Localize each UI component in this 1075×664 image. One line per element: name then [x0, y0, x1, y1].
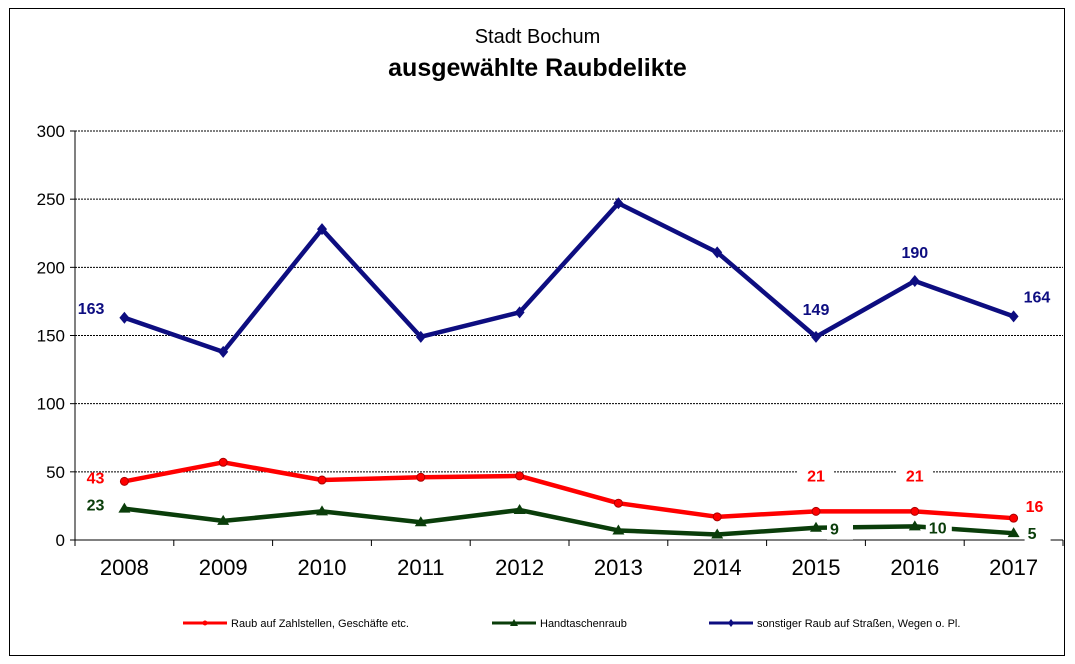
data-point	[711, 528, 724, 539]
data-point	[1008, 310, 1019, 323]
data-label: 9	[830, 522, 839, 539]
x-tick-label: 2009	[199, 555, 248, 580]
data-point	[1009, 513, 1019, 523]
series-line	[124, 506, 1014, 537]
data-point	[118, 502, 131, 513]
x-tick-label: 2017	[989, 555, 1038, 580]
y-tick-label: 50	[46, 463, 65, 482]
data-label: 21	[807, 468, 825, 485]
legend-label: sonstiger Raub auf Straßen, Wegen o. Pl.	[757, 618, 960, 630]
x-tick-label: 2015	[792, 555, 841, 580]
series-line	[123, 201, 1015, 355]
data-point	[811, 506, 821, 516]
y-tick-label: 200	[37, 258, 65, 277]
chart-title: Stadt Bochum	[474, 26, 601, 48]
data-point	[908, 520, 921, 531]
data-point	[712, 246, 723, 259]
data-label: 149	[803, 302, 830, 319]
x-tick-label: 2010	[298, 555, 347, 580]
data-point	[909, 274, 920, 287]
data-point	[810, 521, 822, 532]
data-point	[1007, 527, 1020, 538]
data-label: 190	[901, 245, 928, 262]
data-point	[910, 506, 920, 516]
data-label: 5	[1028, 526, 1037, 543]
data-label: 164	[1024, 289, 1051, 306]
data-label-background	[798, 464, 834, 503]
series-line	[123, 460, 1014, 521]
chart-frame	[9, 8, 1065, 656]
data-point	[612, 524, 625, 535]
data-point	[317, 223, 327, 236]
data-point	[712, 512, 722, 522]
data-point	[416, 472, 426, 482]
data-point	[613, 498, 623, 508]
data-label: 163	[78, 301, 105, 318]
y-tick-label: 0	[56, 531, 65, 550]
data-point	[514, 306, 525, 319]
y-tick-label: 100	[37, 395, 65, 414]
y-tick-label: 250	[37, 190, 65, 209]
data-label-background	[827, 519, 853, 540]
data-point	[217, 514, 230, 525]
data-point	[218, 345, 229, 358]
data-point	[513, 504, 526, 515]
data-point	[414, 516, 427, 527]
data-point	[119, 311, 130, 324]
data-label-background	[925, 518, 952, 539]
data-point	[218, 457, 228, 467]
legend-label: Handtaschenraub	[540, 618, 627, 630]
data-point	[415, 330, 426, 343]
data-point	[811, 330, 821, 343]
data-point	[515, 471, 525, 481]
data-label: 10	[929, 520, 947, 537]
y-tick-label: 300	[37, 122, 65, 141]
y-tick-label: 150	[37, 327, 65, 346]
x-tick-label: 2008	[100, 555, 149, 580]
chart-subtitle: ausgewählte Raubdelikte	[388, 54, 687, 82]
legend-marker	[202, 620, 208, 626]
data-label-background	[1024, 524, 1051, 545]
data-point	[119, 476, 129, 486]
x-tick-label: 2016	[890, 555, 939, 580]
data-label-background	[896, 464, 933, 503]
data-label: 23	[87, 498, 105, 515]
data-point	[316, 505, 328, 516]
x-tick-label: 2011	[397, 555, 444, 580]
x-tick-label: 2012	[495, 555, 544, 580]
x-tick-label: 2014	[693, 555, 742, 580]
data-label: 16	[1026, 499, 1044, 516]
legend-marker	[728, 619, 734, 627]
data-point	[317, 475, 327, 485]
data-label: 21	[906, 468, 924, 485]
legend-label: Raub auf Zahlstellen, Geschäfte etc.	[231, 618, 409, 630]
data-point	[613, 197, 624, 210]
data-label: 43	[87, 470, 105, 487]
x-tick-label: 2013	[594, 555, 643, 580]
legend-marker	[510, 619, 518, 626]
